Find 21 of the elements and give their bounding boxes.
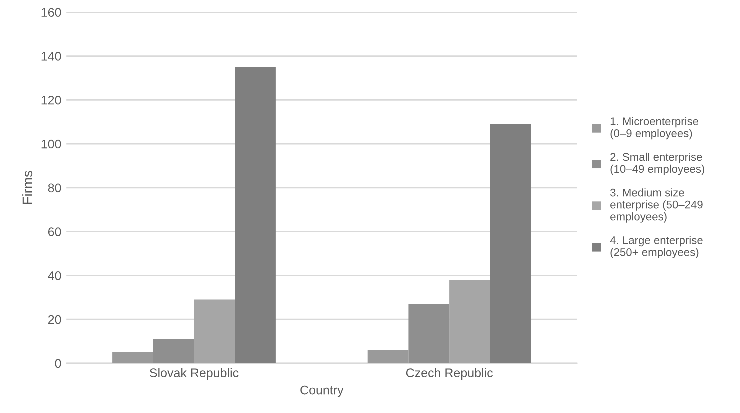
legend-label: 3. Medium size enterprise (50–249 employees) — [610, 188, 703, 223]
y-tick-label: 60 — [48, 228, 62, 236]
y-axis-title: Firms — [22, 171, 33, 204]
y-tick-label: 100 — [42, 140, 62, 149]
legend-label: 1. Microenterprise (0–9 employees) — [610, 117, 699, 140]
x-tick-label: Czech Republic — [406, 368, 493, 380]
y-tick-label: 80 — [48, 184, 62, 193]
legend-label: 4. Large enterprise (250+ employees) — [610, 236, 703, 259]
y-tick-label: 20 — [48, 315, 62, 324]
y-tick-label: 140 — [42, 52, 62, 61]
bar — [194, 300, 236, 364]
bar — [490, 124, 532, 364]
y-tick-label: 40 — [48, 271, 62, 280]
x-axis-title: Country — [300, 386, 344, 398]
y-tick-label: 120 — [42, 96, 62, 105]
y-tick-label: 0 — [55, 359, 62, 368]
bar — [450, 280, 490, 364]
legend-label: 2. Small enterprise (10–49 employees) — [610, 152, 705, 176]
bar — [235, 67, 276, 364]
y-tick-label: 160 — [42, 8, 62, 18]
x-tick-label: Slovak Republic — [150, 368, 239, 380]
